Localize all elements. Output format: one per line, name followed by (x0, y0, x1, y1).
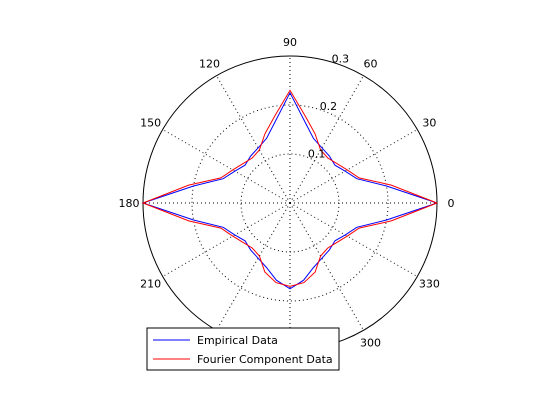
legend-label-fourier: Fourier Component Data (197, 353, 333, 366)
legend-box (146, 327, 340, 371)
legend-label-empirical: Empirical Data (197, 334, 278, 347)
theta-tick-label-300: 300 (360, 336, 381, 349)
r-tick-label-0: 0.1 (308, 148, 326, 161)
theta-tick-label-0: 0 (448, 197, 455, 210)
theta-tick-label-30: 30 (422, 117, 436, 130)
polar-spoke-330 (289, 202, 418, 277)
theta-tick-label-120: 120 (199, 58, 220, 71)
theta-tick-label-150: 150 (140, 117, 161, 130)
polar-ring-1 (191, 104, 389, 302)
r-tick-label-2: 0.3 (332, 52, 350, 65)
polar-spoke-300 (289, 202, 364, 331)
polar-spoke-120 (216, 75, 291, 204)
r-tick-label-1: 0.2 (320, 100, 338, 113)
theta-tick-label-60: 60 (364, 58, 378, 71)
polar-spoke-30 (289, 129, 418, 204)
theta-tick-label-330: 330 (419, 278, 440, 291)
theta-tick-label-180: 180 (119, 197, 140, 210)
polar-spoke-210 (162, 202, 291, 277)
tick-labels: 03060901201501802102402703003300.10.20.3 (119, 36, 455, 371)
polar-grid (142, 55, 438, 351)
polar-spoke-60 (289, 75, 364, 204)
theta-tick-label-90: 90 (283, 36, 297, 49)
legend: Empirical Data Fourier Component Data (146, 327, 340, 371)
theta-tick-label-210: 210 (140, 278, 161, 291)
polar-spoke-240 (216, 202, 291, 331)
polar-spoke-150 (162, 129, 291, 204)
series-layer (141, 89, 438, 290)
series-line-fourier (141, 89, 438, 287)
